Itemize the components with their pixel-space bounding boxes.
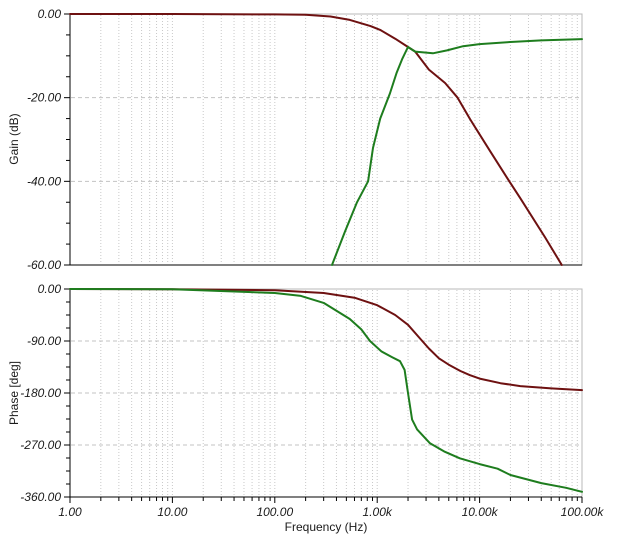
y-tick-label: 0.00	[38, 7, 62, 21]
frequency-axis-title: Frequency (Hz)	[284, 520, 368, 534]
y-tick-label: -180.00	[20, 386, 61, 400]
x-tick-label: 10.00	[157, 505, 187, 519]
y-tick-label: -20.00	[27, 91, 61, 105]
phase-axis-title: Phase [deg]	[7, 360, 21, 426]
x-tick-label: 10.00k	[462, 505, 499, 519]
y-tick-label: -360.00	[20, 490, 61, 504]
dark-red-gain-curve	[69, 13, 563, 266]
x-tick-label: 1.00k	[363, 505, 393, 519]
x-tick-label: 100.00k	[561, 505, 605, 519]
phase-panel: 0.00 -90.00 -180.00 -270.00 -360.001.00 10.00…	[20, 282, 604, 519]
y-tick-label: -60.00	[27, 258, 61, 272]
gain-plot-border	[69, 13, 583, 266]
gain-panel: 0.00 -20.00 -40.00 -60.00	[27, 7, 583, 272]
green-gain-curve	[331, 38, 583, 266]
y-tick-label: 0.00	[38, 282, 62, 296]
x-tick-label: 1.00	[58, 505, 82, 519]
y-tick-label: -40.00	[27, 174, 61, 188]
green-phase-curve	[69, 288, 583, 493]
x-tick-label: 100.00	[256, 505, 293, 519]
y-tick-label: -270.00	[20, 438, 61, 452]
gain-axis-title: Gain (dB)	[7, 113, 21, 165]
y-tick-label: -90.00	[27, 334, 61, 348]
dark-red-phase-curve	[69, 288, 583, 392]
